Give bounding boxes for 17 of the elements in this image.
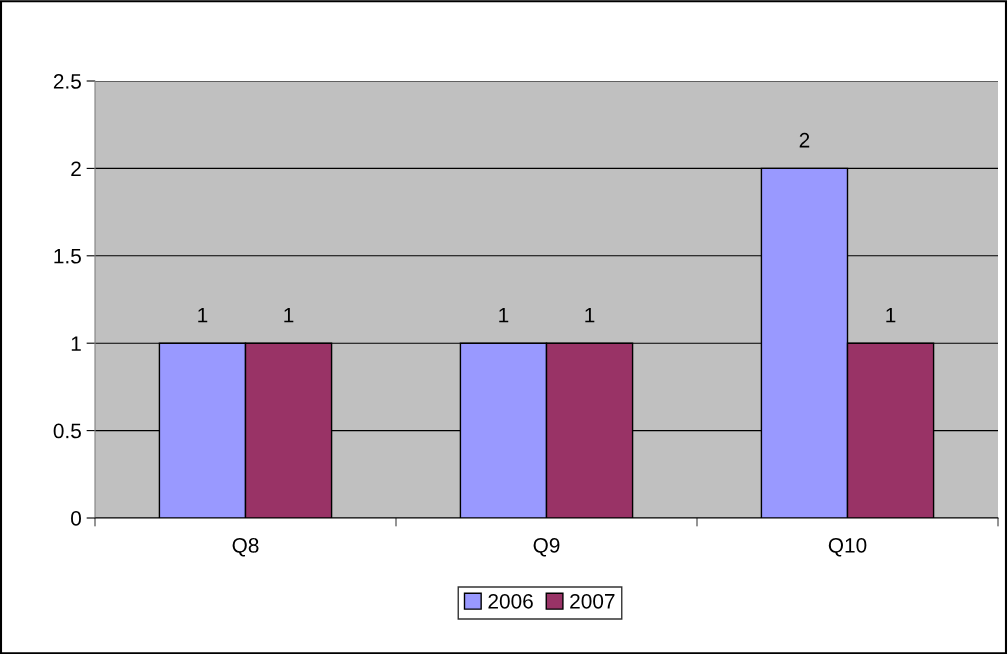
data-label: 1	[284, 307, 294, 323]
x-tick-label: Q10	[828, 537, 867, 557]
data-label: 1	[585, 307, 595, 323]
x-tick-label: Q8	[232, 537, 259, 557]
x-tick-label: Q9	[533, 537, 560, 557]
data-label: 1	[499, 307, 509, 323]
y-tick-label: 2.5	[53, 74, 81, 89]
legend-label: 2006	[488, 593, 533, 609]
data-label: 1	[886, 307, 896, 323]
y-tick-label: 0	[71, 511, 81, 526]
legend-label: 2007	[570, 593, 615, 609]
y-tick-label: 1	[71, 336, 81, 351]
data-label: 1	[198, 307, 208, 323]
y-tick-label: 0.5	[53, 423, 81, 439]
y-tick-label: 1.5	[54, 249, 81, 264]
data-label: 2	[799, 132, 810, 148]
y-tick-label: 2	[71, 161, 81, 176]
